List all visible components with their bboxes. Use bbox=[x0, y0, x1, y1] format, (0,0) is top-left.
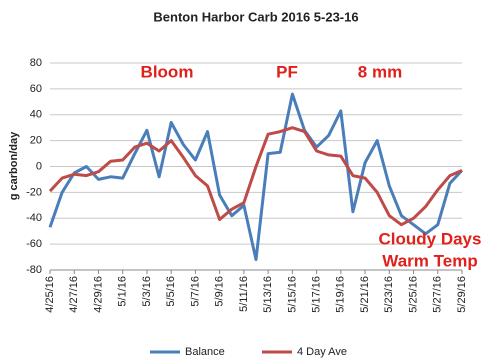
legend-label: 4 Day Ave bbox=[297, 346, 347, 358]
annotation: PF bbox=[276, 62, 298, 81]
x-tick-label: 4/29/16 bbox=[92, 276, 104, 313]
x-tick-label: 4/27/16 bbox=[68, 276, 80, 313]
annotation: Cloudy Days bbox=[379, 229, 482, 248]
x-tick-label: 5/7/16 bbox=[189, 276, 201, 307]
y-tick-label: -20 bbox=[26, 186, 42, 198]
x-tick-label: 5/17/16 bbox=[310, 276, 322, 313]
annotation: Warm Temp bbox=[382, 251, 477, 270]
annotation: Bloom bbox=[141, 62, 194, 81]
x-tick-label: 5/21/16 bbox=[359, 276, 371, 313]
x-tick-label: 5/1/16 bbox=[117, 276, 129, 307]
x-tick-label: 5/23/16 bbox=[383, 276, 395, 313]
x-tick-label: 5/9/16 bbox=[214, 276, 226, 307]
x-tick-label: 5/25/16 bbox=[407, 276, 419, 313]
line-series bbox=[48, 92, 464, 262]
x-tick-label: 5/15/16 bbox=[286, 276, 298, 313]
x-tick-label: 5/27/16 bbox=[432, 276, 444, 313]
x-tick-label: 5/29/16 bbox=[456, 276, 468, 313]
y-tick-label: 80 bbox=[30, 57, 42, 69]
x-tick-label: 5/3/16 bbox=[141, 276, 153, 307]
y-tick-label: 20 bbox=[30, 135, 42, 147]
chart-title: Benton Harbor Carb 2016 5-23-16 bbox=[153, 9, 358, 24]
y-tick-label: -40 bbox=[26, 212, 42, 224]
line-series bbox=[48, 126, 463, 227]
x-tick-label: 5/13/16 bbox=[262, 276, 274, 313]
y-tick-label: 60 bbox=[30, 83, 42, 95]
x-tick-label: 5/11/16 bbox=[238, 276, 250, 312]
y-tick-label: -60 bbox=[26, 238, 42, 250]
y-tick-label: -80 bbox=[26, 264, 42, 276]
annotation: 8 mm bbox=[358, 62, 402, 81]
x-tick-label: 5/5/16 bbox=[165, 276, 177, 307]
x-tick-label: 4/25/16 bbox=[44, 276, 56, 313]
legend-label: Balance bbox=[185, 346, 225, 358]
y-tick-label: 0 bbox=[36, 160, 42, 172]
y-tick-label: 40 bbox=[30, 109, 42, 121]
x-tick-label: 5/19/16 bbox=[335, 276, 347, 313]
y-axis-label: g carbon/day bbox=[8, 131, 20, 200]
